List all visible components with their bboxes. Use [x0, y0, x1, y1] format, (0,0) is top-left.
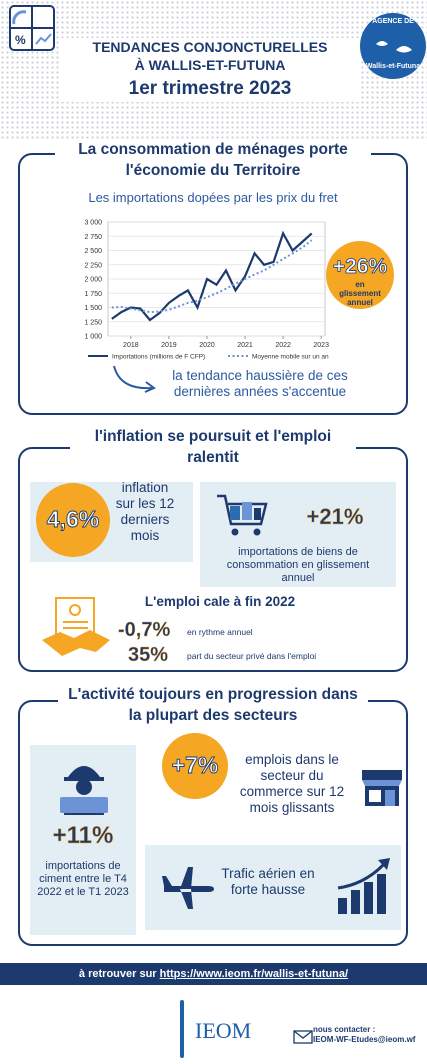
y-tick-label: 1 750 — [84, 291, 102, 298]
chart: 1 000 1 250 1 500 1 750 2 000 2 250 2 500 2 750… — [84, 220, 329, 361]
badge: +26% en glissement annuel — [326, 241, 394, 309]
y-tick-label: 1 250 — [84, 319, 102, 326]
y-tick-label: 1 000 — [84, 334, 102, 341]
agency-logo: AGENCE DE Wallis-et-Futuna — [360, 13, 426, 79]
imports-text: importations de biens de consommation en… — [226, 546, 370, 584]
employment-value: -0,7% — [118, 619, 171, 641]
badge-text: en glissement annuel — [339, 280, 381, 307]
private-text: part du secteur privé dans l'emploi — [187, 651, 317, 661]
mail-icon — [293, 1030, 313, 1044]
x-tick-label: 2023 — [313, 342, 329, 349]
period: 1er trimestre 2023 — [128, 78, 292, 99]
x-tick-label: 2019 — [161, 342, 177, 349]
x-tick-label: 2020 — [199, 342, 215, 349]
footer-lead: à retrouver sur — [78, 968, 157, 980]
commerce-value: +7% — [171, 752, 219, 779]
x-tick-label: 2021 — [237, 342, 253, 349]
plane-icon — [162, 867, 214, 909]
badge-value: +26% — [332, 255, 388, 279]
inflation-value: 4,6% — [46, 506, 100, 533]
store-icon — [362, 770, 402, 806]
contact-label: nous contacter : — [313, 1025, 376, 1034]
x-tick-label: 2022 — [275, 342, 291, 349]
growth-icon — [337, 858, 390, 914]
note: la tendance haussière de ces dernières a… — [172, 368, 348, 399]
title-line: TENDANCES CONJONCTURELLES — [92, 39, 328, 55]
employment-title: L'emploi cale à fin 2022 — [144, 594, 296, 609]
contract-icon — [42, 597, 110, 656]
employment-text: en rythme annuel — [187, 627, 253, 637]
commerce-text: emplois dans le secteur du commerce sur … — [239, 752, 345, 815]
section-title: La consommation de ménages porte l'écono… — [55, 139, 371, 181]
legend-label: Importations (millions de F CFP) — [112, 354, 205, 361]
cement-text: importations de ciment entre le T4 2022 … — [37, 860, 129, 898]
y-tick-label: 3 000 — [84, 220, 102, 227]
legend-label: Moyenne mobile sur un an — [252, 354, 329, 361]
private-value: 35% — [128, 644, 169, 666]
worker-icon — [60, 766, 108, 815]
stats-icon: % — [9, 5, 55, 51]
air-text: Trafic aérien en forte hausse — [221, 866, 315, 897]
commerce-circle — [162, 733, 228, 799]
footer-link[interactable]: https://www.ieom.fr/wallis-et-futuna/ — [159, 968, 349, 980]
x-tick-label: 2018 — [123, 342, 139, 349]
y-tick-label: 2 750 — [84, 234, 102, 241]
note-arrow — [113, 365, 156, 393]
header-title: TENDANCES CONJONCTURELLES À WALLIS-ET-FU… — [60, 38, 360, 102]
section-title: L'activité toujours en progression dans … — [58, 684, 368, 726]
imports-value: +21% — [306, 504, 364, 530]
inflation-text: inflation sur les 12 derniers mois — [115, 480, 175, 543]
series-line — [111, 239, 313, 314]
section-title: l'inflation se poursuit et l'emploi rale… — [70, 426, 356, 468]
footer-bar: à retrouver sur https://www.ieom.fr/wall… — [0, 963, 427, 985]
inflation-circle — [36, 483, 110, 557]
series-line — [111, 230, 313, 322]
cart-icon — [217, 494, 268, 536]
contact-email: IEOM-WF-Etudes@ieom.wf — [313, 1035, 416, 1044]
logo-stroke — [180, 1000, 184, 1058]
logo-bottom: Wallis-et-Futuna — [366, 63, 420, 70]
y-tick-label: 2 250 — [84, 262, 102, 269]
y-tick-label: 1 500 — [84, 305, 102, 312]
y-tick-label: 2 000 — [84, 277, 102, 284]
logo-top: AGENCE DE — [372, 18, 414, 25]
footer-logo: IEOM — [195, 1018, 252, 1043]
title-line: À WALLIS-ET-FUTUNA — [134, 57, 286, 73]
chart-title: Les importations dopées par les prix du … — [88, 190, 338, 205]
svg-text:%: % — [15, 33, 26, 47]
cement-value: +11% — [52, 822, 114, 850]
y-tick-label: 2 500 — [84, 248, 102, 255]
